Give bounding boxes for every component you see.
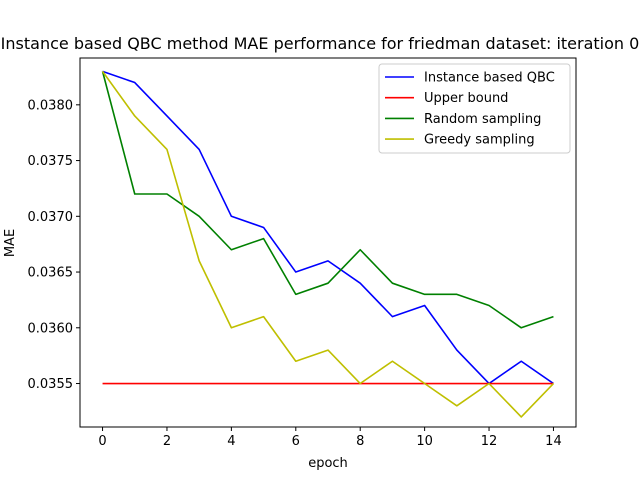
- legend: Instance based QBC Upper bound Random samp…: [378, 63, 571, 154]
- legend-entry-label: Random sampling: [424, 112, 541, 127]
- y-tick-label: 0.0355: [28, 377, 74, 392]
- y-tick-label: 0.0370: [28, 210, 74, 225]
- x-axis-label: epoch: [308, 456, 348, 471]
- y-axis-label: MAE: [3, 229, 18, 257]
- series-layer: [101, 70, 555, 418]
- x-tick-label: 8: [356, 434, 364, 449]
- x-tick-label: 10: [416, 434, 433, 449]
- legend-box: [378, 63, 571, 154]
- chart-title: Instance based QBC method MAE performanc…: [1, 34, 640, 53]
- x-axis-ticks: 0 2 4 6 8 10 12 14: [98, 427, 562, 449]
- legend-entry-label: Greedy sampling: [424, 133, 535, 148]
- x-tick-label: 12: [481, 434, 498, 449]
- y-axis-ticks: 0.0355 0.0360 0.0365 0.0370 0.0375 0.0380: [28, 98, 80, 392]
- x-tick-label: 14: [545, 434, 562, 449]
- legend-entry-label: Upper bound: [424, 91, 508, 106]
- y-tick-label: 0.0365: [28, 266, 74, 281]
- x-tick-label: 6: [292, 434, 300, 449]
- y-tick-label: 0.0375: [28, 154, 74, 169]
- series-line-instance-based-qbc: [102, 70, 554, 385]
- y-tick-label: 0.0360: [28, 321, 74, 336]
- x-tick-label: 4: [227, 434, 235, 449]
- plot-frame: [79, 57, 577, 428]
- y-tick-label: 0.0380: [28, 98, 74, 113]
- series-line-greedy-sampling: [101, 70, 555, 418]
- x-tick-label: 2: [163, 434, 171, 449]
- legend-entry-label: Instance based QBC: [424, 71, 555, 86]
- series-line-random-sampling: [101, 71, 554, 329]
- x-tick-label: 0: [98, 434, 106, 449]
